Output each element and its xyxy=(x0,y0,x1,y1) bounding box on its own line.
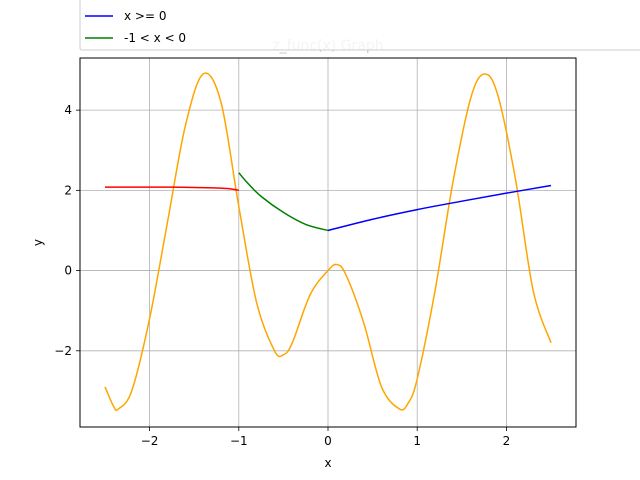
series-line xyxy=(327,184,552,232)
legend-label: -1 < x < 0 xyxy=(124,31,186,45)
y-tick-label: 4 xyxy=(64,103,72,117)
x-axis-label: x xyxy=(324,456,331,470)
y-tick-label: 2 xyxy=(64,183,72,197)
x-tick-label: −1 xyxy=(230,434,248,448)
series-line xyxy=(104,186,239,192)
ticks: −2 −1 0 1 2 −2 0 2 4 xyxy=(54,103,510,448)
x-tick-label: 1 xyxy=(413,434,421,448)
series-line xyxy=(238,172,329,232)
legend-box xyxy=(79,0,640,51)
x-tick-label: 0 xyxy=(324,434,332,448)
y-axis-label: y xyxy=(31,239,45,246)
x-tick-label: −2 xyxy=(141,434,159,448)
y-tick-label: 0 xyxy=(64,264,72,278)
grid xyxy=(80,58,576,427)
series-line xyxy=(104,72,552,412)
y-tick-label: −2 xyxy=(54,344,72,358)
legend-label: x >= 0 xyxy=(124,9,166,23)
legend: x >= 0 -1 < x < 0 xyxy=(79,0,640,51)
x-tick-label: 2 xyxy=(503,434,511,448)
plot-series xyxy=(104,72,552,412)
